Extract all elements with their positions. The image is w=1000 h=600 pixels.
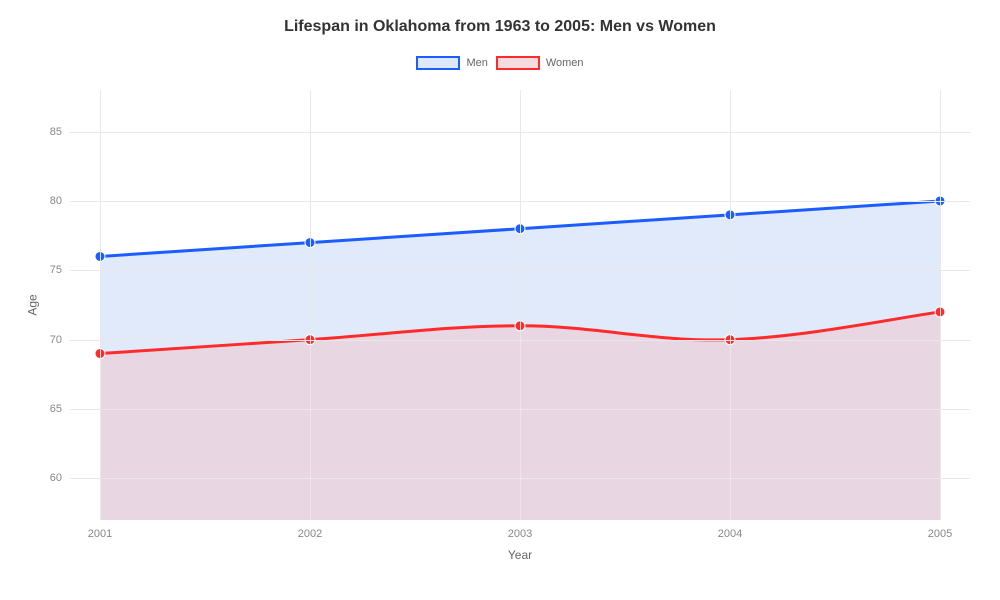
legend-swatch-women: [496, 56, 540, 70]
x-tick-label: 2005: [928, 520, 952, 540]
legend-label-women: Women: [546, 57, 584, 69]
y-tick-label: 85: [50, 126, 70, 138]
x-axis-label: Year: [508, 548, 532, 562]
legend-label-men: Men: [466, 57, 487, 69]
legend-swatch-men: [416, 56, 460, 70]
legend-item-women: Women: [496, 56, 584, 70]
x-tick-label: 2002: [298, 520, 322, 540]
y-tick-label: 70: [50, 334, 70, 346]
grid-line-v: [100, 90, 101, 520]
y-tick-label: 60: [50, 472, 70, 484]
chart-title: Lifespan in Oklahoma from 1963 to 2005: …: [0, 18, 1000, 36]
lifespan-chart: Lifespan in Oklahoma from 1963 to 2005: …: [0, 0, 1000, 600]
x-tick-label: 2003: [508, 520, 532, 540]
grid-line-v: [310, 90, 311, 520]
grid-line-v: [940, 90, 941, 520]
x-tick-label: 2001: [88, 520, 112, 540]
y-tick-label: 80: [50, 195, 70, 207]
x-tick-label: 2004: [718, 520, 742, 540]
legend: Men Women: [0, 56, 1000, 70]
plot-area: Age Year 6065707580852001200220032004200…: [70, 90, 970, 520]
grid-line-v: [730, 90, 731, 520]
y-axis-label: Age: [26, 294, 40, 315]
y-tick-label: 75: [50, 264, 70, 276]
legend-item-men: Men: [416, 56, 487, 70]
grid-line-v: [520, 90, 521, 520]
y-tick-label: 65: [50, 403, 70, 415]
